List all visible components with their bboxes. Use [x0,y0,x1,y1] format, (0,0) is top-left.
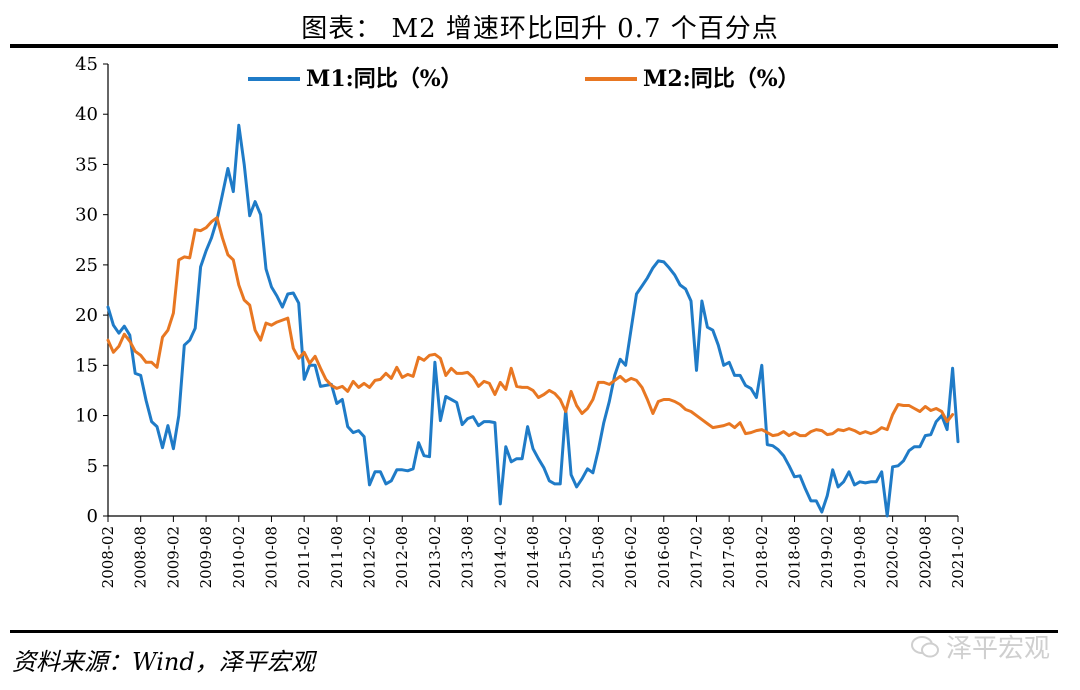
x-tick-label: 2017-02 [687,526,705,588]
x-tick-label: 2018-02 [753,526,771,588]
x-tick-label: 2015-08 [589,526,607,588]
y-tick-label: 30 [75,205,98,226]
watermark-text: 泽平宏观 [945,634,1050,664]
x-tick-label: 2015-02 [557,526,575,588]
x-tick-label: 2011-02 [295,526,313,588]
x-tick-label: 2009-02 [164,526,182,588]
x-tick-label: 2013-02 [426,526,444,588]
chart-title: 图表： M2 增速环比回升 0.7 个百分点 [301,14,779,44]
chart-axes: 0 5 10 15 20 25 30 35 40 45 2008-02 2008-08 2009-02 2… [75,54,967,588]
top-rule [10,44,1058,48]
legend-label: M2:同比（%） [643,66,800,92]
x-tick-label: 2019-02 [818,526,836,588]
x-tick-label: 2021-02 [949,526,967,588]
source-note: 资料来源：Wind，泽平宏观 [12,648,315,676]
y-tick-label: 10 [75,406,98,427]
series-line-m1 [106,123,960,518]
x-tick-label: 2010-08 [262,526,280,588]
x-tick-label: 2012-08 [393,526,411,588]
chart-legend: M1:同比（%） M2:同比（%） [248,66,800,92]
x-tick-label: 2008-08 [132,526,150,588]
x-tick-label: 2014-02 [491,526,509,588]
y-tick-label: 0 [87,506,98,527]
y-tick-label: 35 [75,154,98,175]
x-tick-label: 2020-02 [884,526,902,588]
y-tick-label: 20 [75,305,98,326]
series-line-m2 [106,216,955,438]
x-tick-label: 2008-02 [99,526,117,588]
legend-label: M1:同比（%） [306,66,463,92]
x-tick-label: 2016-02 [622,526,640,588]
x-tick-label: 2010-02 [230,526,248,588]
x-tick-label: 2012-02 [361,526,379,588]
x-tick-label: 2018-08 [786,526,804,588]
y-tick-label: 15 [75,355,98,376]
x-tick-label: 2016-08 [655,526,673,588]
x-tick-label: 2014-08 [524,526,542,588]
x-tick-label: 2013-08 [459,526,477,588]
series-lines [106,123,960,518]
y-tick-label: 40 [75,104,98,125]
x-tick-label: 2020-08 [916,526,934,588]
x-tick-label: 2011-08 [328,526,346,588]
x-tick-label: 2009-08 [197,526,215,588]
x-tick-label: 2017-08 [720,526,738,588]
y-tick-label: 5 [87,456,98,477]
bottom-rule [10,630,1058,633]
y-tick-label: 45 [75,54,98,75]
line-chart: 0 5 10 15 20 25 30 35 40 45 2008-02 2008-08 2009-02 2… [75,54,967,588]
watermark: 泽平宏观 [910,628,1050,665]
y-tick-label: 25 [75,255,98,276]
wechat-icon [910,635,939,657]
x-tick-label: 2019-08 [851,526,869,588]
